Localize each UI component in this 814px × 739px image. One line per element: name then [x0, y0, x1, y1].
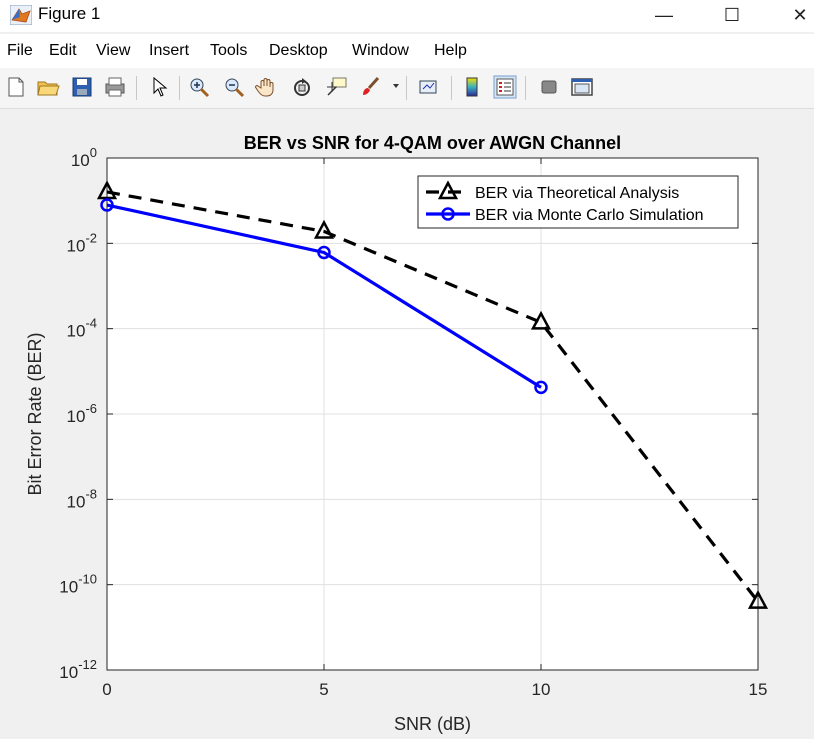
insert-colorbar-icon[interactable]	[460, 75, 484, 99]
menu-insert[interactable]: Insert	[149, 42, 190, 59]
series-marker	[100, 198, 114, 212]
y-axis-label: Bit Error Rate (BER)	[25, 332, 45, 495]
menu-desktop[interactable]: Desktop	[269, 42, 328, 59]
pan-hand-icon[interactable]	[255, 75, 279, 99]
data-cursor-icon[interactable]	[324, 75, 348, 99]
menu-bar: File Edit View Insert Tools Desktop Wind…	[0, 34, 814, 68]
y-tick-label: 10-6	[67, 401, 97, 426]
series-marker	[317, 245, 331, 260]
menu-window[interactable]: Window	[352, 42, 409, 59]
save-icon[interactable]	[70, 75, 94, 99]
series-line	[106, 190, 760, 603]
x-tick-label: 15	[749, 680, 768, 699]
y-tick-label: 10-4	[67, 316, 97, 341]
maximize-button[interactable]: ☐	[723, 5, 741, 25]
edit-plot-arrow-icon[interactable]	[147, 75, 171, 99]
print-icon[interactable]	[103, 75, 127, 99]
toolbar	[0, 68, 814, 109]
window-title: Figure 1	[38, 4, 101, 23]
new-figure-icon[interactable]	[4, 75, 28, 99]
x-axis-label: SNR (dB)	[394, 714, 471, 734]
figure-area: 0 5 10 15 100 10-2 10-4 10-6 10-8 10-10 10-12 BER v…	[0, 109, 814, 739]
show-plot-tools-icon[interactable]	[570, 75, 594, 99]
series-marker	[441, 207, 455, 221]
hide-plot-tools-icon[interactable]	[537, 75, 561, 99]
y-tick-label: 10-8	[67, 486, 97, 511]
series-line	[106, 203, 542, 389]
legend: BER via Theoretical Analysis BER via Mont…	[417, 175, 739, 229]
plot-canvas: 0 5 10 15 100 10-2 10-4 10-6 10-8 10-10 10-12 BER v…	[25, 133, 769, 734]
series-monte-carlo	[100, 198, 548, 395]
series-theoretical	[96, 180, 769, 609]
toolbar-separator	[451, 76, 452, 100]
x-tick-label: 5	[319, 680, 328, 699]
menu-edit[interactable]: Edit	[49, 42, 77, 59]
series-marker	[747, 589, 769, 609]
y-tick-label: 10-12	[59, 657, 97, 682]
x-tick-label: 0	[102, 680, 111, 699]
legend-entry: BER via Theoretical Analysis	[475, 185, 679, 202]
menu-file[interactable]: File	[7, 42, 33, 59]
y-tick-label: 10-10	[59, 572, 97, 597]
close-button[interactable]: ✕	[792, 5, 808, 25]
zoom-out-icon[interactable]	[222, 75, 246, 99]
chevron-down-icon[interactable]	[392, 82, 400, 90]
y-tick-label: 10-2	[67, 230, 97, 255]
menu-tools[interactable]: Tools	[210, 42, 248, 59]
series-marker	[96, 180, 118, 200]
legend-box	[417, 175, 739, 229]
toolbar-separator	[406, 76, 407, 100]
y-tick-label: 100	[71, 145, 97, 170]
series-marker	[313, 219, 335, 239]
series-marker	[534, 380, 548, 395]
brush-icon[interactable]	[358, 75, 382, 99]
title-bar: Figure 1 — ☐ ✕	[0, 0, 814, 32]
open-file-icon[interactable]	[36, 75, 60, 99]
menu-view[interactable]: View	[96, 42, 131, 59]
zoom-in-icon[interactable]	[187, 75, 211, 99]
menu-help[interactable]: Help	[434, 42, 467, 59]
x-tick-label: 10	[532, 680, 551, 699]
toolbar-separator	[525, 76, 526, 100]
toolbar-separator	[136, 76, 137, 100]
link-plot-icon[interactable]	[417, 75, 441, 99]
rotate-3d-icon[interactable]	[290, 75, 314, 99]
toolbar-separator	[179, 76, 180, 100]
series-marker	[437, 180, 459, 200]
series-marker	[530, 310, 552, 330]
legend-entry: BER via Monte Carlo Simulation	[475, 207, 704, 224]
insert-legend-icon[interactable]	[493, 75, 517, 99]
matlab-logo-icon	[10, 5, 32, 25]
chart-title: BER vs SNR for 4-QAM over AWGN Channel	[244, 133, 621, 153]
minimize-button[interactable]: —	[655, 5, 673, 25]
